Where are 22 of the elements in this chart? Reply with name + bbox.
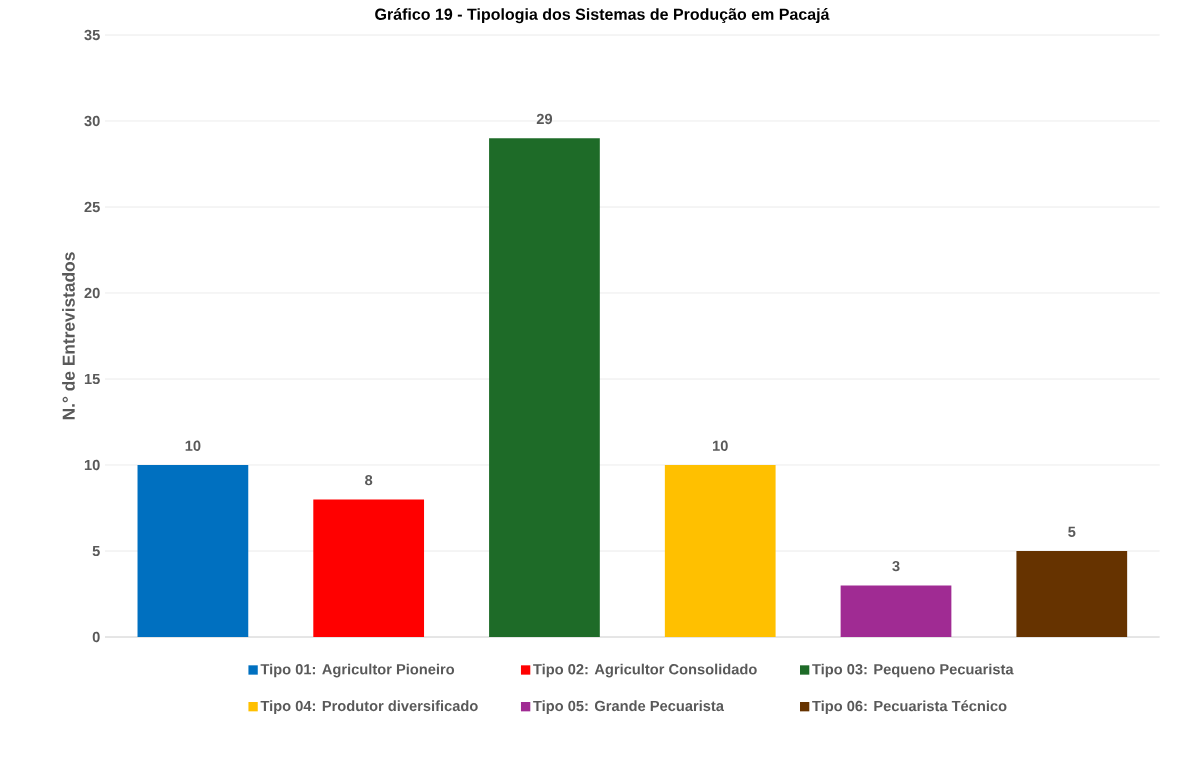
legend-label: Tipo 06: Pecuarista Técnico: [812, 700, 1007, 715]
y-tick-label: 10: [84, 459, 100, 471]
y-tick-label: 5: [92, 545, 100, 557]
data-label: 29: [536, 113, 553, 125]
y-tick-label: 15: [84, 373, 100, 385]
legend-label: Tipo 01: Agricultor Pioneiro: [260, 663, 455, 678]
data-label: 8: [365, 474, 373, 486]
legend-label: Tipo 04: Produtor diversificado: [260, 700, 478, 715]
data-label: 10: [712, 440, 728, 451]
y-tick-label: 30: [84, 115, 100, 127]
y-tick-label: 0: [92, 631, 100, 643]
legend-label: Tipo 05: Grande Pecuarista: [533, 700, 725, 715]
chart-title: Gráfico 19 - Tipologia dos Sistemas de Produção em Pacajá: [375, 8, 830, 24]
y-tick-label: 35: [84, 29, 100, 41]
y-tick-label: 25: [84, 201, 100, 213]
y-tick-label: 20: [84, 287, 100, 299]
data-label: 5: [1068, 526, 1076, 537]
legend-label: Tipo 03: Pequeno Pecuarista: [812, 663, 1014, 678]
data-label: 3: [892, 560, 900, 572]
y-axis-title: N.° de Entrevistados: [62, 252, 75, 420]
data-label: 10: [185, 440, 201, 451]
legend-label: Tipo 02: Agricultor Consolidado: [533, 663, 757, 678]
